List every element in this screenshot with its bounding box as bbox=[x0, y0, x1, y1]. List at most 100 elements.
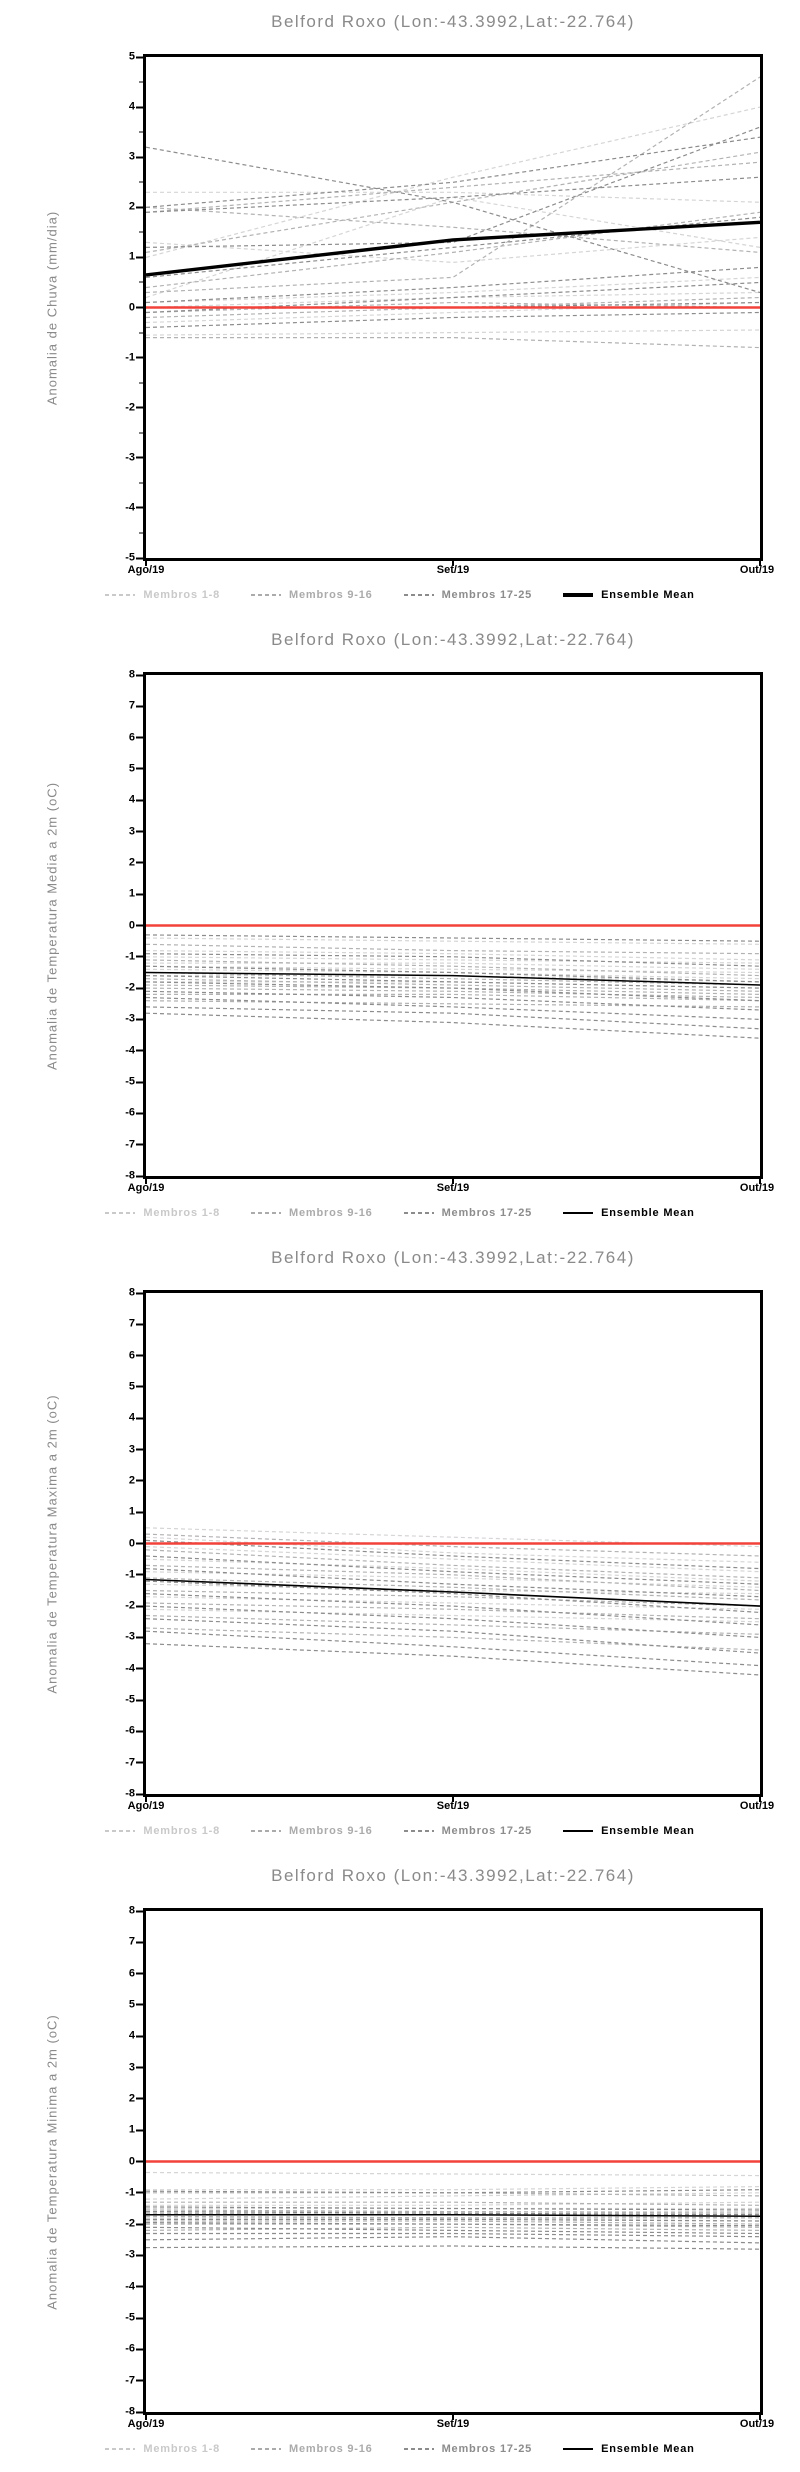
legend-item: Membros 9-16 bbox=[251, 1825, 373, 1837]
y-tick-label: 8 bbox=[128, 668, 135, 681]
y-tick-label: -8 bbox=[125, 2405, 135, 2418]
y-tick-mark bbox=[136, 2285, 143, 2288]
member-line bbox=[146, 1605, 760, 1638]
y-minor-tick-mark bbox=[139, 332, 143, 334]
y-minor-tick bbox=[139, 382, 143, 384]
y-tick: 6 bbox=[129, 1968, 143, 1979]
member-line bbox=[146, 965, 760, 983]
y-tick: 1 bbox=[129, 251, 143, 263]
y-tick: 2 bbox=[129, 201, 143, 213]
member-line bbox=[146, 962, 760, 970]
chart-title: Belford Roxo (Lon:-43.3992,Lat:-22.764) bbox=[271, 630, 635, 649]
legend-item: Membros 17-25 bbox=[403, 589, 533, 601]
y-tick: -3 bbox=[125, 1631, 143, 1643]
member-line bbox=[146, 1608, 760, 1623]
member-line bbox=[146, 301, 760, 309]
dashed-line-swatch bbox=[251, 1212, 282, 1214]
y-tick-mark bbox=[136, 2317, 143, 2320]
y-tick-label: -8 bbox=[125, 1787, 135, 1800]
legend: Membros 1-8 Membros 9-16 Membros 17-25 Ense… bbox=[0, 589, 800, 601]
member-line bbox=[146, 1549, 760, 1579]
member-line bbox=[146, 1580, 760, 1613]
ensemble-mean-line bbox=[146, 2213, 760, 2218]
legend: Membros 1-8 Membros 9-16 Membros 17-25 Ense… bbox=[0, 2443, 800, 2455]
y-minor-tick-mark bbox=[139, 81, 143, 83]
dashed-line-swatch bbox=[105, 2448, 136, 2450]
y-tick: 7 bbox=[128, 1935, 143, 1948]
y-axis-ticks: 8 7 6 5 4 3 2 1 0 -1 -2 -3 -4 -5 -6 -7 -8 bbox=[0, 668, 143, 1181]
y-minor-tick bbox=[139, 281, 143, 283]
chart-panel-max-temp-anomaly: Belford Roxo (Lon:-43.3992,Lat:-22.764) … bbox=[0, 1236, 800, 1854]
x-tick-label: Ago/19 bbox=[127, 1800, 165, 1812]
y-tick-mark bbox=[136, 2129, 143, 2132]
y-tick-mark bbox=[136, 557, 143, 559]
x-tick-mark bbox=[759, 1797, 761, 1802]
legend-item: Ensemble Mean bbox=[563, 2443, 695, 2455]
member-line bbox=[146, 1555, 760, 1585]
y-tick-mark bbox=[136, 1636, 143, 1639]
member-line bbox=[146, 126, 760, 248]
y-tick: -2 bbox=[125, 1600, 143, 1612]
dashed-line-swatch bbox=[403, 1830, 434, 1832]
y-tick-label: -4 bbox=[125, 1662, 135, 1675]
member-line bbox=[146, 971, 760, 986]
y-minor-tick-mark bbox=[139, 231, 143, 233]
y-tick-label: 6 bbox=[128, 1967, 135, 1980]
member-line bbox=[146, 1533, 760, 1557]
y-tick-mark bbox=[136, 861, 143, 864]
y-tick: 8 bbox=[128, 668, 143, 681]
y-tick: -5 bbox=[125, 1076, 143, 1088]
legend-item: Membros 9-16 bbox=[251, 2443, 373, 2455]
y-tick-label: 3 bbox=[128, 825, 135, 838]
y-tick-label: -5 bbox=[125, 2311, 135, 2324]
member-line bbox=[146, 2232, 760, 2238]
y-tick: 7 bbox=[129, 1318, 143, 1330]
y-tick-label: -3 bbox=[125, 2248, 135, 2261]
member-line bbox=[146, 266, 760, 304]
y-tick: -7 bbox=[125, 1139, 143, 1150]
y-tick: 4 bbox=[128, 793, 143, 806]
legend-item: Membros 1-8 bbox=[105, 589, 220, 601]
y-tick: 3 bbox=[129, 151, 143, 163]
chart-title: Belford Roxo (Lon:-43.3992,Lat:-22.764) bbox=[271, 1866, 635, 1885]
y-tick-label: 0 bbox=[128, 1537, 135, 1549]
legend-label: Membros 9-16 bbox=[289, 2443, 373, 2455]
member-line bbox=[146, 2226, 760, 2235]
dashed-line-swatch bbox=[403, 1212, 434, 1214]
y-minor-tick-mark bbox=[139, 131, 143, 133]
member-line bbox=[146, 2186, 760, 2191]
y-tick-label: 4 bbox=[128, 793, 135, 806]
y-tick-mark bbox=[136, 705, 143, 708]
member-line bbox=[146, 76, 760, 294]
y-tick-mark bbox=[136, 1910, 143, 1912]
member-line bbox=[146, 146, 760, 294]
y-axis-ticks: 8 7 6 5 4 3 2 1 0 -1 -2 -3 -4 -5 -6 -7 -8 bbox=[0, 1905, 143, 2418]
dashed-line-swatch bbox=[105, 1212, 136, 1214]
y-tick-mark bbox=[136, 1354, 143, 1357]
dashed-line-swatch bbox=[251, 2448, 282, 2450]
y-tick: -6 bbox=[125, 1725, 143, 1737]
legend-item: Membros 1-8 bbox=[105, 1207, 220, 1219]
legend-item: Membros 17-25 bbox=[403, 1825, 533, 1837]
legend: Membros 1-8 Membros 9-16 Membros 17-25 Ense… bbox=[0, 1207, 800, 1219]
legend-label: Ensemble Mean bbox=[601, 2443, 695, 2455]
member-line bbox=[146, 993, 760, 1002]
chart-title: Belford Roxo (Lon:-43.3992,Lat:-22.764) bbox=[271, 1248, 635, 1267]
x-tick-label: Out/19 bbox=[739, 2418, 775, 2430]
y-tick-mark bbox=[136, 1699, 143, 1702]
member-line bbox=[146, 1614, 760, 1635]
legend-item: Ensemble Mean bbox=[563, 1825, 695, 1837]
y-tick-mark bbox=[136, 356, 143, 359]
x-axis-labels: Ago/19 Set/19 Out/19 bbox=[128, 1800, 774, 1814]
member-line bbox=[146, 1000, 760, 1008]
member-line bbox=[146, 296, 760, 319]
legend-item: Membros 9-16 bbox=[251, 1207, 373, 1219]
solid-line-swatch bbox=[563, 2448, 594, 2450]
member-line bbox=[146, 276, 760, 304]
y-tick-label: 4 bbox=[128, 1411, 135, 1424]
y-tick: -6 bbox=[125, 2343, 143, 2355]
y-tick-label: 7 bbox=[128, 1935, 135, 1948]
chart-panel-min-temp-anomaly: Belford Roxo (Lon:-43.3992,Lat:-22.764) … bbox=[0, 1854, 800, 2472]
member-line bbox=[146, 943, 760, 955]
member-line bbox=[146, 106, 760, 258]
